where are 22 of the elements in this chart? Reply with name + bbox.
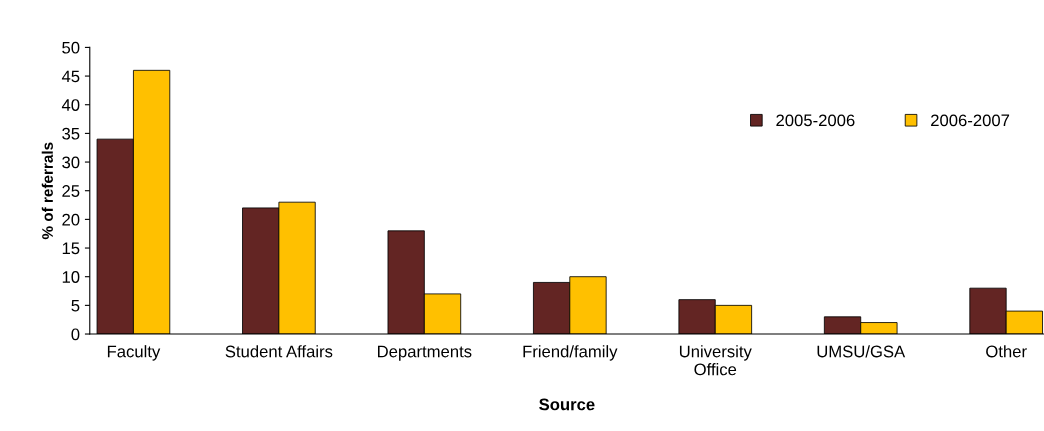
x-tick-label: Friend/family	[523, 345, 618, 361]
y-tick-label: 30	[62, 156, 80, 169]
y-tick-label: 40	[61, 99, 80, 111]
legend-label: 2005-2006	[776, 114, 855, 127]
y-tick-label: 15	[62, 242, 80, 255]
legend-label: 2006-2007	[931, 114, 1010, 127]
x-tick-label: Other	[986, 345, 1027, 358]
y-tick-label: 5	[71, 299, 80, 312]
x-tick-label: University Office	[679, 345, 752, 376]
x-tick-label: Departments	[378, 345, 472, 361]
y-tick-label: 10	[62, 271, 80, 283]
x-tick-label: UMSU/GSA	[817, 345, 906, 358]
y-tick-label: 45	[61, 70, 80, 83]
y-tick-label: 20	[62, 213, 80, 226]
x-tick-label: Student Affairs	[225, 345, 333, 358]
y-axis-title: % of referrals	[41, 142, 53, 240]
y-tick-label: 50	[62, 41, 80, 54]
y-tick-label: 35	[62, 127, 80, 140]
y-tick-label: 25	[62, 185, 80, 197]
x-axis-title: Source	[539, 398, 595, 411]
y-tick-label: 0	[71, 328, 80, 341]
x-tick-label: Faculty	[107, 345, 161, 361]
